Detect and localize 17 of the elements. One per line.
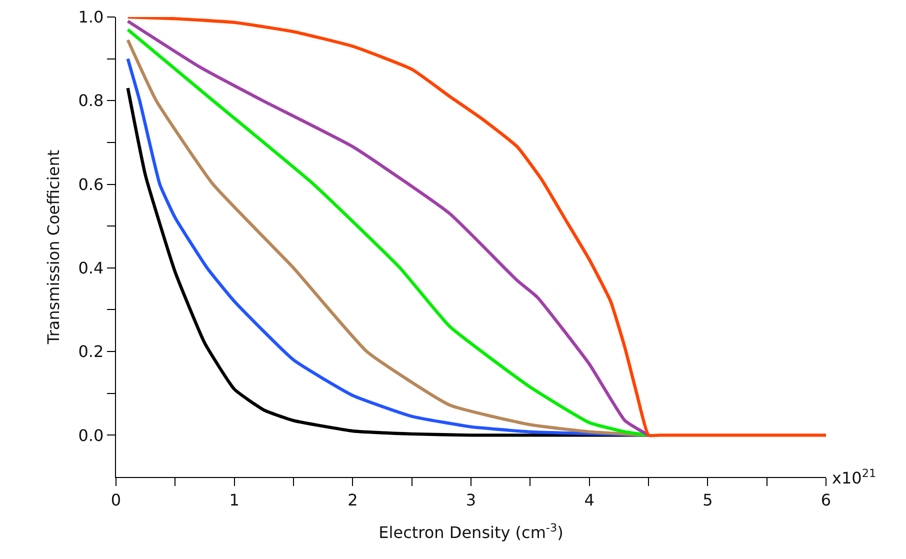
y-tick-label: 0.0 (78, 426, 104, 445)
y-tick-label: 1.0 (78, 8, 104, 27)
y-tick-label: 0.6 (78, 174, 104, 194)
x-tick-label: 4 (584, 490, 594, 510)
y-tick-label: 0.4 (78, 258, 104, 278)
x-axis-title: Electron Density (cm$^{-3}$) (378, 521, 564, 542)
x-tick-label: 3 (466, 490, 476, 510)
x-tick-label: 0 (110, 490, 122, 510)
x-tick-label: 6 (820, 490, 832, 510)
y-tick-label: 0.2 (78, 342, 104, 362)
y-tick-label: 0.8 (78, 91, 104, 110)
x-tick-label: 2 (348, 490, 358, 510)
line-series (126, 17, 826, 438)
y-axis-title: Transmission Coefficient (44, 150, 64, 346)
x-tick-label: 5 (702, 490, 713, 510)
text: x10$^{21}$ (832, 467, 876, 488)
x-tick-label: 1 (229, 490, 240, 510)
